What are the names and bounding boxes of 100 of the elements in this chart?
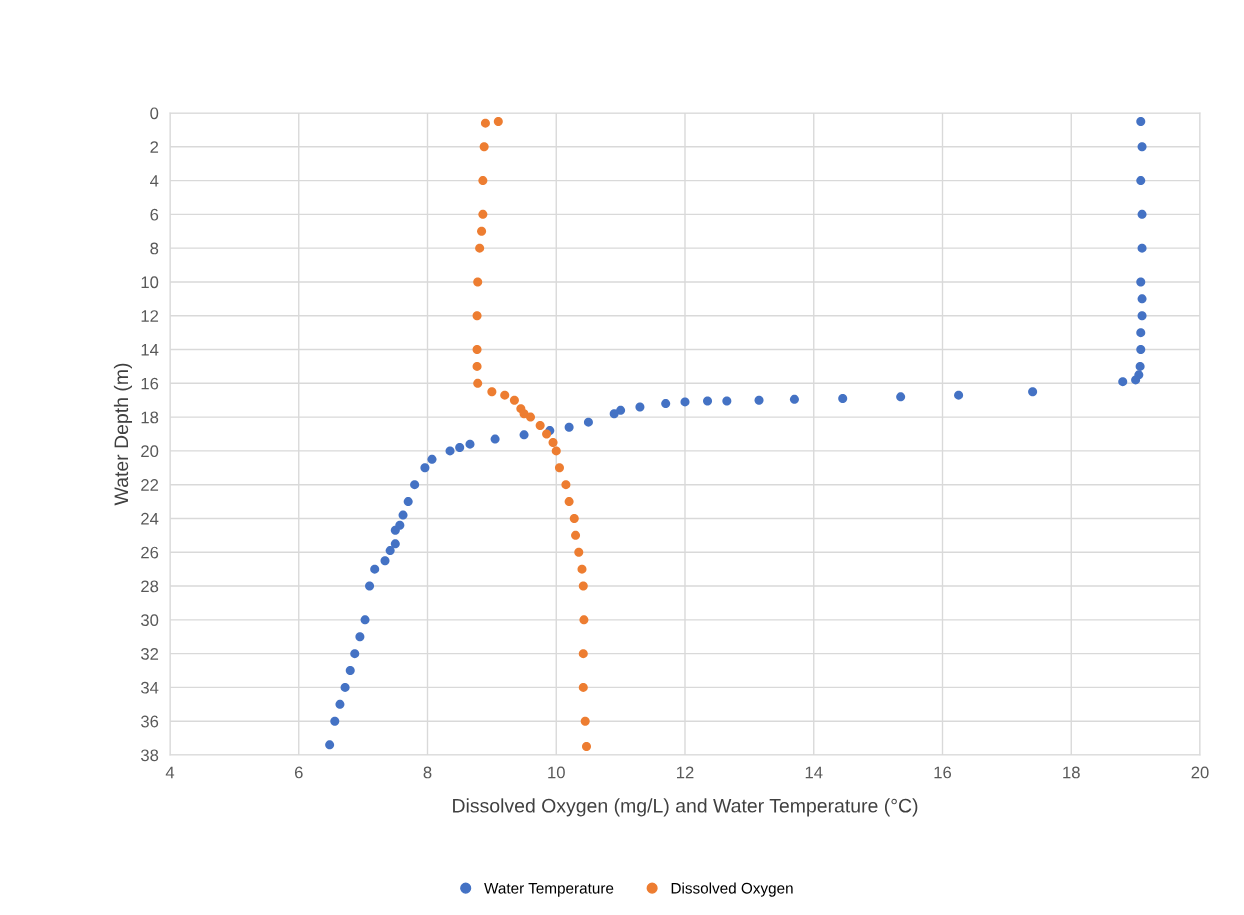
point	[571, 530, 581, 540]
point	[385, 546, 395, 556]
point	[479, 142, 489, 152]
y-axis-title: Water Depth (m)	[113, 363, 133, 506]
point	[403, 497, 413, 507]
point	[896, 392, 906, 402]
point	[500, 390, 510, 400]
point	[410, 480, 420, 490]
point	[579, 615, 589, 625]
point	[580, 716, 590, 726]
point	[661, 399, 671, 409]
point	[1131, 375, 1141, 385]
point	[340, 682, 350, 692]
point	[569, 513, 579, 523]
point	[564, 422, 574, 432]
point	[1136, 277, 1146, 287]
y-tick-label: 34	[140, 681, 159, 694]
legend-label: Dissolved Oxygen	[671, 882, 793, 897]
point	[1135, 361, 1145, 371]
point	[578, 581, 588, 591]
point	[509, 395, 519, 405]
point	[578, 649, 588, 659]
point	[380, 556, 390, 566]
y-tick-label: 36	[140, 715, 159, 728]
point	[493, 116, 503, 126]
x-tick-label: 8	[423, 766, 432, 779]
point	[472, 345, 482, 355]
point	[1137, 142, 1147, 152]
point	[577, 564, 587, 574]
point	[551, 446, 561, 456]
legend-label: Water Temperature	[484, 882, 614, 897]
point	[360, 615, 370, 625]
point	[582, 742, 592, 752]
point	[465, 439, 475, 449]
x-tick-label: 12	[677, 766, 694, 779]
point	[1118, 377, 1128, 387]
point	[350, 649, 360, 659]
y-tick-label: 10	[141, 276, 159, 289]
point	[370, 564, 380, 574]
point	[789, 394, 799, 404]
point	[490, 434, 500, 444]
point	[1136, 345, 1146, 355]
point	[703, 396, 713, 406]
point	[838, 394, 848, 404]
point	[1137, 243, 1147, 253]
point	[609, 409, 619, 419]
point	[420, 463, 430, 473]
point	[1137, 294, 1147, 304]
y-tick-label: 24	[141, 512, 159, 525]
y-tick-label: 8	[150, 242, 159, 255]
point	[472, 311, 482, 321]
point	[398, 510, 408, 520]
point	[616, 405, 626, 415]
point	[554, 463, 564, 473]
point	[325, 740, 335, 750]
point	[330, 716, 340, 726]
point	[548, 437, 558, 447]
x-tick-label: 14	[805, 766, 823, 779]
point	[477, 226, 487, 236]
point	[487, 387, 497, 397]
y-tick-label: 0	[150, 107, 159, 120]
point	[445, 446, 455, 456]
point	[954, 390, 964, 400]
y-tick-label: 2	[150, 141, 159, 153]
point	[574, 547, 584, 557]
point	[390, 525, 400, 535]
point	[1136, 176, 1146, 186]
point	[519, 430, 529, 440]
point	[564, 497, 574, 507]
point	[478, 209, 488, 219]
x-tick-label: 6	[294, 766, 303, 779]
point	[345, 666, 355, 676]
point	[365, 581, 375, 591]
y-tick-label: 6	[150, 208, 159, 221]
x-tick-label: 4	[165, 766, 175, 779]
point	[478, 176, 488, 186]
point	[480, 118, 490, 128]
point	[355, 632, 365, 642]
x-tick-label: 16	[934, 766, 952, 779]
point	[455, 443, 465, 453]
y-tick-label: 32	[140, 648, 159, 660]
point	[1136, 116, 1146, 126]
x-tick-label: 10	[548, 766, 565, 779]
point	[473, 277, 483, 287]
x-tick-label: 20	[1191, 766, 1209, 779]
x-axis-title: Dissolved Oxygen (mg/L) and Water Temperature (°C)	[453, 798, 918, 817]
y-tick-label: 38	[140, 749, 159, 762]
point	[1136, 328, 1146, 338]
point	[390, 539, 400, 549]
y-tick-label: 30	[140, 614, 159, 627]
point	[475, 243, 485, 253]
point	[722, 396, 732, 406]
point	[472, 361, 482, 371]
point	[680, 397, 690, 407]
point	[635, 402, 645, 412]
point	[1137, 311, 1147, 321]
y-tick-label: 16	[141, 377, 159, 390]
point	[583, 417, 593, 427]
point	[535, 421, 545, 431]
y-tick-label: 26	[141, 546, 159, 559]
